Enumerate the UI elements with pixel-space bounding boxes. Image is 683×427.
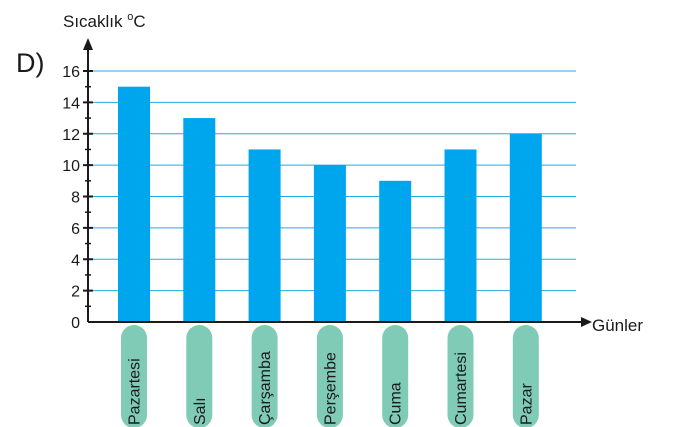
bar-pazartesi [118,86,150,322]
x-axis-arrow-icon [581,317,592,327]
category-pill-1 [121,325,147,427]
category-pill-4 [316,325,343,427]
y-tick-label: 8 [71,190,80,207]
y-axis-arrow-icon [83,38,93,50]
category-label: Çarşamba [257,351,274,425]
category-label: Pazartesi [127,358,144,425]
category-label: Pazar [518,383,535,425]
bar-cumartesi [444,149,477,322]
bar-perşembe [313,165,346,322]
x-axis-label: Günler [592,316,643,335]
y-axis-label: Sıcaklık oC [63,11,146,31]
category-labels: Pazartesi Salı Çarşamba Perşembe Cuma Cumarte… [121,325,539,427]
y-tick-label: 2 [71,284,80,301]
bar-pazar [509,133,542,322]
category-label: Perşembe [322,352,339,425]
y-tick-label: 6 [71,221,80,238]
y-tick-label: 12 [62,127,80,144]
bar-cuma [379,180,412,322]
category-pill-6 [447,325,474,427]
bar-çarşamba [248,149,281,322]
option-label: D) [16,48,45,78]
bars [118,86,542,322]
y-tick-label: 0 [71,315,80,332]
category-pill-2 [186,325,213,427]
y-tick-label: 16 [62,64,80,81]
bar-salı [183,118,216,322]
category-label: Cumartesi [453,352,470,425]
y-tick-label: 10 [62,158,80,175]
y-ticks: 0 2 4 6 8 10 12 14 16 [62,64,93,332]
y-tick-label: 4 [71,252,80,269]
category-label: Salı [192,397,209,425]
category-pill-5 [382,325,409,427]
axes [83,38,592,327]
category-label: Cuma [388,382,405,425]
y-tick-label: 14 [62,95,80,112]
category-pill-7 [512,325,539,427]
category-pill-3 [251,325,278,427]
